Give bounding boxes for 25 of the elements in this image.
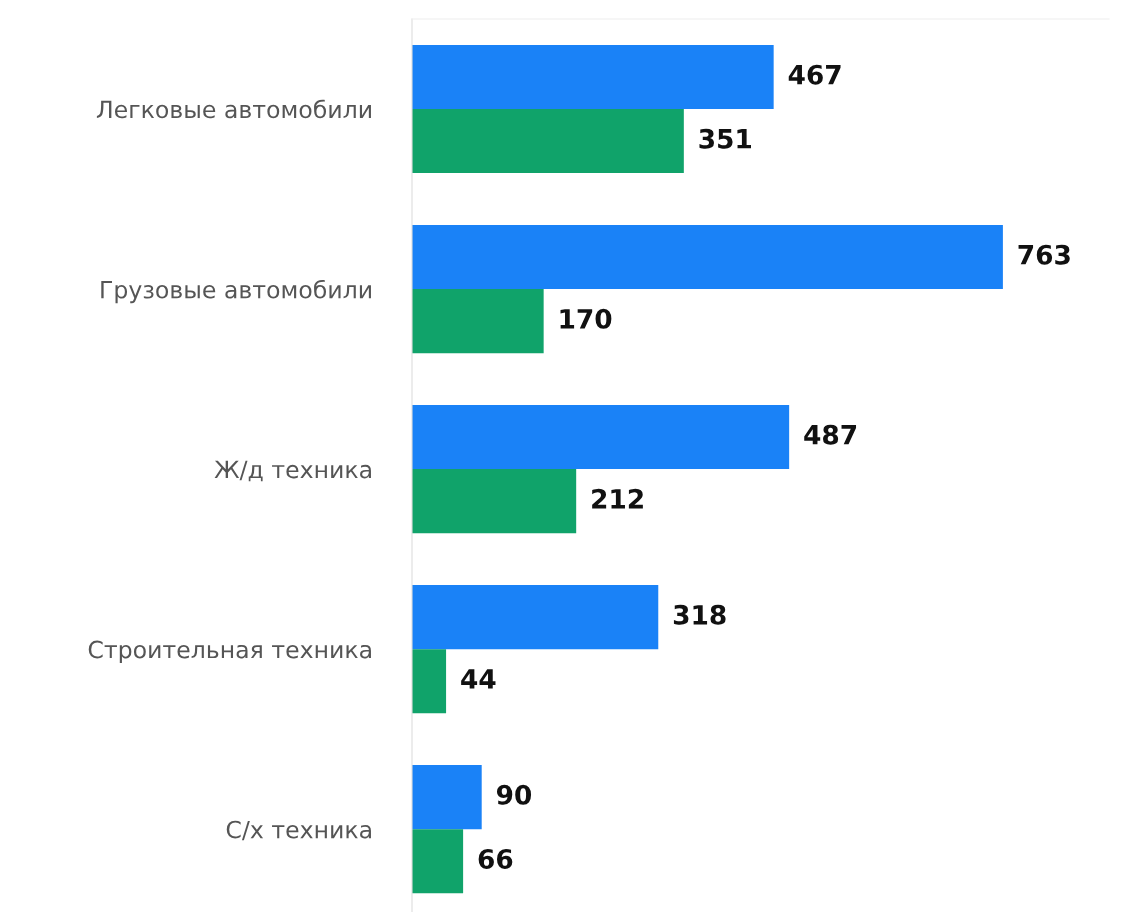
bar [412,289,544,354]
bar [412,109,684,174]
bar [412,829,464,894]
bar [412,44,774,110]
bar [412,765,482,830]
data-label: 66 [478,848,513,869]
y-tick-label: Легковые автомобили [96,99,371,119]
bar [412,585,659,650]
data-label: 170 [560,308,612,329]
data-label: 487 [804,424,857,445]
data-label: 90 [496,784,532,805]
data-label: 467 [788,64,841,85]
data-label: 318 [673,604,726,625]
y-tick-label: С/х техника [226,820,371,841]
data-label: 212 [592,488,643,509]
y-tick-label: Ж/д техника [214,460,371,482]
bar [412,649,447,714]
bar [412,224,1003,290]
bar [412,469,577,534]
data-label: 44 [461,669,496,689]
y-tick-label: Грузовые автомобили [101,279,371,304]
y-tick-label: Строительная техника [88,640,371,664]
bar [412,405,790,470]
data-label: 351 [699,128,751,149]
data-label: 763 [1018,244,1070,265]
